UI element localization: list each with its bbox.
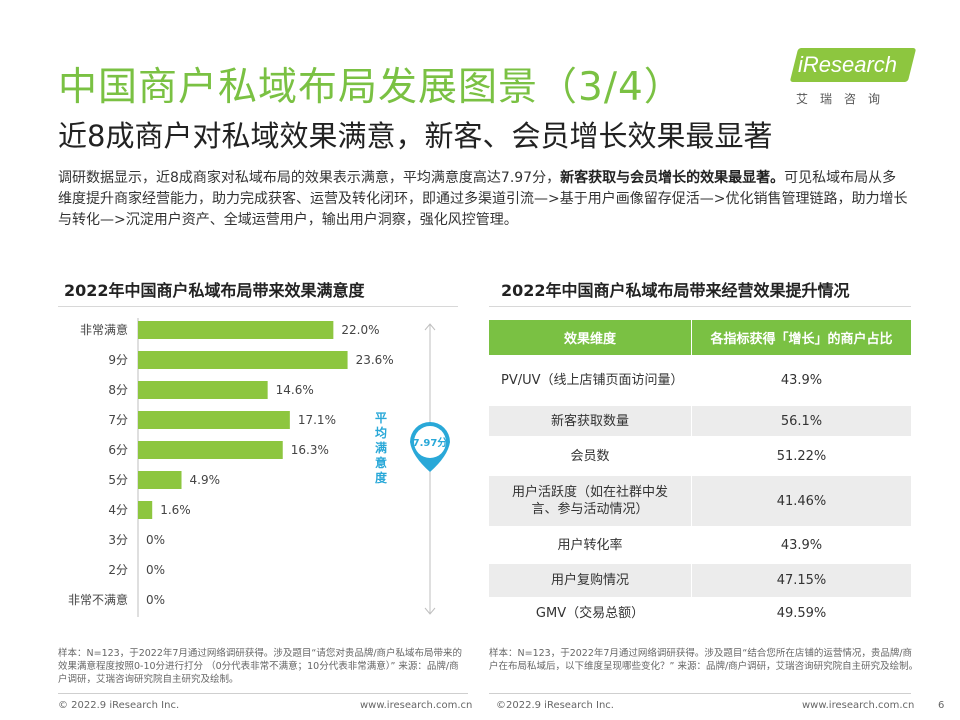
category-label: 非常满意	[80, 322, 128, 337]
bar	[138, 441, 283, 459]
data-label: 0%	[146, 533, 165, 547]
average-label-char: 度	[375, 470, 388, 485]
row-value: 43.9%	[780, 373, 823, 388]
category-label: 6分	[108, 443, 128, 457]
right-section-title: 2022年中国商户私域布局带来经营效果提升情况	[501, 281, 850, 300]
row-dimension: 用户转化率	[489, 527, 692, 563]
bar	[138, 411, 290, 429]
category-label: 5分	[108, 473, 128, 487]
intro-highlight: 新客获取与会员增长的效果最显著。	[560, 170, 785, 186]
right-footer-line	[489, 693, 911, 694]
range-arrow-up	[424, 323, 436, 331]
table-row: 用户转化率 43.9%	[489, 526, 911, 563]
table-row: 新客获取数量 56.1%	[489, 405, 911, 436]
table-row: GMV（交易总额） 49.59%	[489, 597, 911, 628]
category-label: 7分	[108, 413, 128, 427]
left-source-note: 样本：N=123，于2022年7月通过网络调研获得。涉及题目“请您对贵品牌/商户…	[58, 648, 463, 685]
left-section-divider	[58, 306, 458, 307]
data-label: 23.6%	[356, 353, 394, 367]
intro-paragraph: 调研数据显示，近8成商家对私域布局的效果表示满意，平均满意度高达7.97分，新客…	[58, 168, 908, 231]
row-value: 43.9%	[780, 537, 823, 553]
data-label: 1.6%	[160, 503, 191, 517]
row-dimension: GMV（交易总额）	[489, 598, 692, 628]
data-label: 22.0%	[341, 323, 379, 337]
logo-sub: 艾瑞咨询	[796, 92, 893, 106]
data-label: 14.6%	[276, 383, 314, 397]
logo-brand: iResearch	[798, 52, 898, 77]
left-footer-line	[58, 693, 468, 694]
bar	[138, 321, 334, 339]
intro-text-2: 可见私域布局从多维度提升商家经营能力，助力完成获客、运营及转化闭环，即通过多渠道…	[58, 170, 908, 228]
row-dimension: 新客获取数量	[489, 406, 692, 436]
average-label-char: 均	[375, 425, 387, 440]
row-value: 51.22%	[776, 448, 827, 464]
row-dimension: 会员数	[489, 437, 692, 475]
page-subtitle: 近8成商户对私域效果满意，新客、会员增长效果最显著	[58, 119, 773, 153]
row-value: 41.46%	[776, 493, 827, 509]
average-value: 7.97分	[413, 436, 448, 449]
right-section-divider	[489, 306, 911, 307]
page-number: 6	[938, 700, 945, 711]
left-section-title: 2022年中国商户私域布局带来效果满意度	[64, 281, 365, 300]
pin-inner-circle	[414, 426, 446, 458]
row-dimension: 用户复购情况	[489, 564, 692, 597]
data-label: 0%	[146, 593, 165, 607]
row-value: 49.59%	[776, 605, 827, 621]
category-label: 3分	[108, 533, 128, 547]
row-dimension: 用户活跃度（如在社群中发言、参与活动情况）	[489, 476, 692, 526]
bar	[138, 351, 348, 369]
average-label-char: 意	[375, 455, 387, 470]
category-label: 非常不满意	[68, 592, 128, 607]
category-label: 9分	[108, 353, 128, 367]
iresearch-logo: iResearch 艾瑞咨询	[789, 48, 924, 106]
bar	[138, 471, 182, 489]
bar	[138, 381, 268, 399]
page-title: 中国商户私域布局发展图景（3/4）	[58, 65, 684, 110]
left-url: www.iresearch.com.cn	[360, 700, 473, 711]
table-row: 用户活跃度（如在社群中发言、参与活动情况） 41.46%	[489, 475, 911, 526]
category-label: 8分	[108, 383, 128, 397]
header-dimension: 效果维度	[489, 320, 692, 355]
data-label: 4.9%	[190, 473, 221, 487]
category-label: 2分	[108, 563, 128, 577]
right-copyright: ©2022.9 iResearch Inc.	[496, 700, 614, 711]
average-label-char: 平	[375, 411, 387, 425]
satisfaction-bar-chart: 非常满意 22.0% 9分 23.6% 8分 14.6% 7分 17.1% 6分 16.3% 5分 4…	[68, 318, 450, 617]
header-share: 各指标获得「增长」的商户占比	[710, 332, 893, 347]
growth-table: 效果维度 各指标获得「增长」的商户占比 PV/UV（线上店铺页面访问量） 43.…	[489, 320, 911, 628]
table-row: 用户复购情况 47.15%	[489, 563, 911, 597]
right-url: www.iresearch.com.cn	[802, 700, 915, 711]
row-dimension: PV/UV（线上店铺页面访问量）	[489, 356, 692, 405]
bar	[138, 501, 153, 519]
table-header: 效果维度 各指标获得「增长」的商户占比	[489, 320, 911, 355]
row-value: 56.1%	[780, 413, 823, 429]
row-value: 47.15%	[776, 573, 827, 588]
average-label-char: 满	[375, 440, 387, 455]
range-arrow-down	[424, 607, 436, 615]
data-label: 17.1%	[298, 413, 336, 427]
intro-text-1: 调研数据显示，近8成商家对私域布局的效果表示满意，平均满意度高达7.97分，	[58, 170, 561, 186]
left-copyright: © 2022.9 iResearch Inc.	[58, 700, 180, 711]
data-label: 0%	[146, 563, 165, 577]
table-row: 会员数 51.22%	[489, 436, 911, 475]
table-row: PV/UV（线上店铺页面访问量） 43.9%	[489, 355, 911, 405]
category-label: 4分	[108, 503, 128, 517]
data-label: 16.3%	[291, 443, 329, 457]
right-source-note: 样本：N=123，于2022年7月通过网络调研获得。涉及题目“结合您所在店铺的运…	[489, 648, 919, 672]
